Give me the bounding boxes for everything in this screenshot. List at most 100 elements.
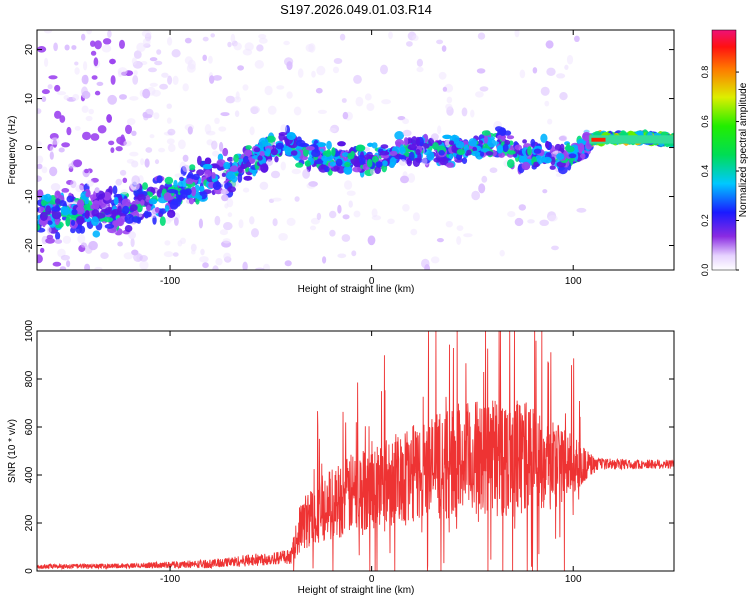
heatmap-cell [227, 186, 237, 193]
snr-x-label: Height of straight line (km) [298, 585, 415, 596]
heatmap-cell [128, 231, 137, 240]
heatmap-cell [137, 194, 146, 202]
colorbar-label: Normalized spectral amplitude [738, 82, 749, 217]
heatmap-cell [130, 181, 140, 191]
heatmap-cell [549, 165, 556, 170]
heatmap-cell [272, 197, 282, 202]
heatmap-cell [53, 42, 58, 52]
heatmap-cell [245, 145, 252, 150]
heatmap-cell [45, 205, 52, 215]
heatmap-cell [337, 253, 347, 259]
heatmap-cell [167, 36, 173, 46]
heatmap-cell [389, 150, 398, 156]
heatmap-cell [164, 217, 172, 224]
heatmap-cell [37, 224, 40, 231]
heatmap-cell [274, 156, 279, 163]
heatmap-cell [43, 30, 53, 34]
heatmap-cell [37, 175, 42, 182]
heatmap-cell [566, 54, 574, 65]
heatmap-cell [489, 167, 498, 173]
heatmap-cell [120, 189, 128, 195]
heatmap-cell [154, 60, 163, 66]
heatmap-cell [545, 40, 554, 49]
heatmap-cell [369, 168, 375, 175]
heatmap-cell [55, 198, 61, 205]
heatmap-cell [77, 234, 86, 244]
colorbar-tick-label: 0.2 [700, 214, 710, 227]
heatmap-cell [211, 172, 216, 180]
heatmap-cell [131, 249, 139, 256]
spectrogram-y-tick-label: 10 [24, 93, 35, 105]
heatmap-cell [506, 135, 515, 140]
heatmap-cell [74, 125, 81, 131]
heatmap-cell [253, 147, 261, 153]
heatmap-cell [481, 130, 491, 136]
snr-y-tick-label: 1000 [24, 319, 35, 342]
heatmap-cell [582, 131, 591, 142]
heatmap-cell [223, 161, 231, 170]
heatmap-cell [379, 150, 390, 156]
heatmap-cell [85, 191, 91, 198]
heatmap-cell [151, 89, 161, 97]
heatmap-cell [96, 190, 106, 200]
heatmap-cell [366, 158, 373, 168]
heatmap-cell [430, 256, 440, 264]
heatmap-cell [455, 141, 465, 149]
heatmap-cell [564, 64, 569, 70]
heatmap-cell [210, 164, 220, 169]
heatmap-cell [97, 125, 107, 134]
heatmap-cell [164, 176, 174, 185]
heatmap-cell [496, 145, 504, 154]
snr-y-tick-label: 600 [24, 418, 35, 435]
heatmap-cell [204, 124, 212, 134]
heatmap-cell [456, 225, 464, 232]
heatmap-cell [172, 75, 179, 86]
heatmap-cell [355, 96, 364, 107]
heatmap-cell [519, 156, 526, 162]
heatmap-cell [225, 95, 236, 104]
heatmap-cell [382, 160, 388, 167]
heatmap-cell [208, 55, 213, 64]
colorbar-tick-label: 0.4 [700, 165, 710, 178]
heatmap-cell [164, 205, 170, 212]
heatmap-cell [113, 196, 119, 206]
heatmap-cell [335, 158, 343, 167]
heatmap-cell [456, 236, 462, 245]
heatmap-cell [192, 173, 200, 181]
heatmap-cell [442, 134, 452, 139]
heatmap-cell [342, 111, 349, 120]
heatmap-cell [168, 143, 176, 153]
heatmap-cell [37, 207, 40, 212]
heatmap-cell [47, 226, 52, 234]
heatmap-cell [82, 131, 91, 141]
heatmap-cell [284, 260, 292, 267]
heatmap-cell [104, 223, 115, 229]
heatmap-cell [60, 254, 70, 261]
heatmap-cell [56, 91, 67, 96]
heatmap-cell [58, 147, 65, 153]
heatmap-cell [117, 205, 122, 216]
heatmap-cell [341, 152, 350, 158]
heatmap-cell [173, 179, 178, 188]
spectrogram-x-label: Height of straight line (km) [298, 284, 415, 295]
heatmap-cell [96, 81, 104, 86]
heatmap-cell [200, 248, 205, 256]
heatmap-cell [270, 148, 278, 156]
heatmap-cell [142, 182, 148, 190]
snr-x-ticks: -100 0 100 [160, 331, 582, 585]
heatmap-cell [311, 149, 321, 158]
heatmap-cell [280, 161, 286, 171]
heatmap-cell [351, 250, 357, 257]
snr-y-tick-label: 0 [24, 568, 35, 574]
heatmap-cell [264, 85, 273, 96]
heatmap-cell [364, 93, 372, 101]
heatmap-cell [242, 84, 249, 91]
heatmap-cell [73, 159, 83, 168]
figure-title: S197.2026.049.01.03.R14 [280, 2, 432, 17]
heatmap-cell [198, 218, 203, 229]
heatmap-cell [249, 126, 255, 136]
heatmap-cell [110, 147, 115, 154]
spectrogram-cells [37, 30, 674, 270]
heatmap-cell [146, 205, 152, 211]
heatmap-cell [77, 199, 85, 209]
